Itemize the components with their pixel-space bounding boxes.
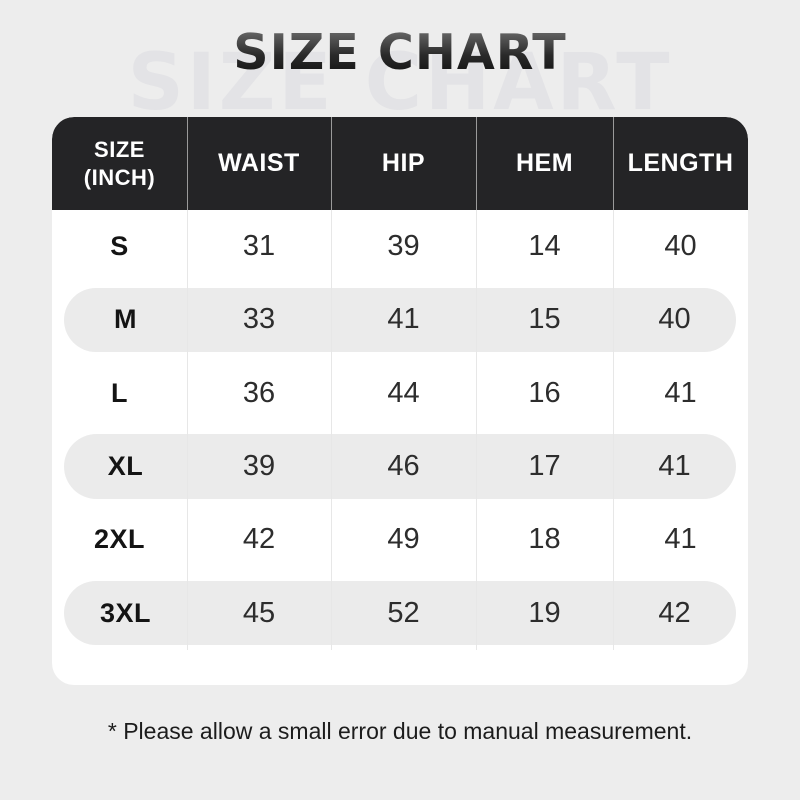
- size-label: 2XL: [93, 524, 146, 555]
- value-cell: 18: [528, 523, 561, 556]
- table-row: 2XL 42 49 18 41: [52, 503, 748, 576]
- value-cell: 39: [242, 450, 276, 483]
- header-cell-waist: WAIST: [218, 149, 300, 177]
- value-cell: 41: [664, 523, 697, 556]
- value-cell: 40: [658, 303, 691, 336]
- value-cell: 41: [387, 303, 420, 336]
- header-size-line2: (INCH): [83, 164, 156, 190]
- value-cell: 16: [528, 376, 561, 409]
- header-cell-size-inch: SIZE (INCH): [52, 117, 187, 210]
- size-label: XL: [107, 451, 144, 482]
- table-body: S 31 39 14 40 M 33 41 15 40 L 36 44 16 41 XL 39 46 17 41 2XL…: [52, 210, 748, 650]
- value-cell: 14: [528, 230, 561, 263]
- header-cell-length: LENGTH: [627, 149, 734, 177]
- measurement-note: * Please allow a small error due to manu…: [107, 718, 693, 744]
- table-header-row: SIZE (INCH) WAIST HIP HEM LENGTH: [52, 117, 748, 210]
- page-title: SIZE CHART: [0, 28, 800, 77]
- table-row: S 31 39 14 40: [52, 210, 748, 283]
- column-divider: [187, 117, 188, 650]
- header-cell-hip: HIP: [381, 149, 426, 177]
- size-label: 3XL: [99, 597, 152, 628]
- value-cell: 15: [528, 303, 561, 336]
- size-label: L: [111, 377, 128, 408]
- table-row: M 33 41 15 40: [64, 287, 736, 353]
- table-row: XL 39 46 17 41: [64, 434, 736, 499]
- value-cell: 42: [658, 596, 691, 629]
- table-row: 3XL 45 52 19 42: [64, 581, 736, 646]
- column-divider: [613, 117, 614, 650]
- value-cell: 39: [387, 230, 420, 263]
- value-cell: 33: [242, 303, 276, 336]
- value-cell: 17: [528, 450, 561, 483]
- size-chart-card: SIZE (INCH) WAIST HIP HEM LENGTH S 31 39 14…: [52, 117, 748, 685]
- value-cell: 31: [242, 230, 276, 263]
- header-cell-hem: HEM: [515, 149, 574, 177]
- header-size-line1: SIZE: [94, 137, 145, 162]
- column-divider: [331, 117, 332, 650]
- value-cell: 44: [387, 376, 420, 409]
- value-cell: 45: [242, 596, 276, 629]
- value-cell: 52: [387, 596, 420, 629]
- value-cell: 42: [242, 523, 276, 556]
- column-divider: [476, 117, 477, 650]
- table-row: L 36 44 16 41: [52, 357, 748, 430]
- value-cell: 46: [387, 450, 420, 483]
- value-cell: 19: [528, 596, 561, 629]
- value-cell: 36: [242, 376, 276, 409]
- watermark-text: SIZE CHART: [127, 38, 673, 128]
- value-cell: 41: [658, 450, 691, 483]
- value-cell: 41: [664, 376, 697, 409]
- size-label: S: [110, 231, 129, 262]
- value-cell: 40: [664, 230, 697, 263]
- size-label: M: [114, 304, 137, 335]
- value-cell: 49: [387, 523, 420, 556]
